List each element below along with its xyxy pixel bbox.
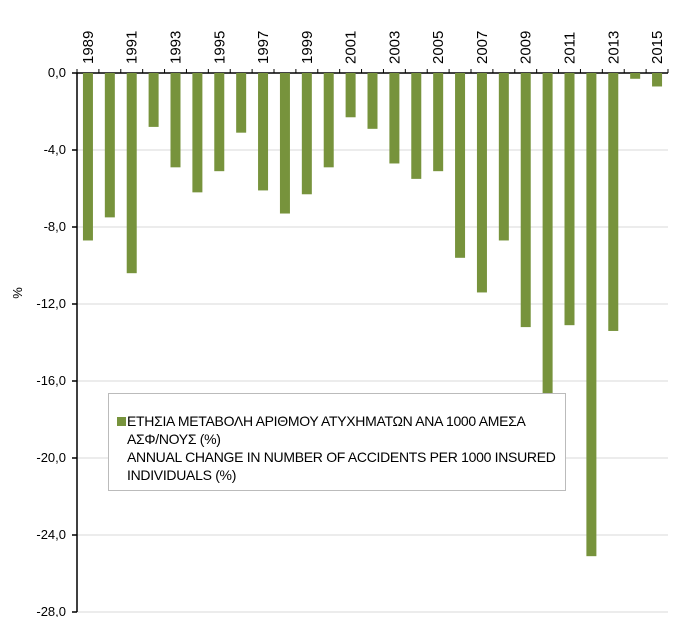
x-tick-label: 1989 xyxy=(80,31,97,64)
x-tick-label: 2001 xyxy=(343,31,360,64)
x-tick-label: 2003 xyxy=(386,31,403,64)
x-tick-label: 2015 xyxy=(649,31,666,64)
legend-label: ΕΤΗΣΙΑ ΜΕΤΑΒΟΛΗ ΑΡΙΘΜΟΥ ΑΤΥΧΗΜΑΤΩΝ ΑΝΑ 1… xyxy=(127,413,556,483)
bar xyxy=(608,73,619,331)
bar xyxy=(279,73,290,214)
bar xyxy=(104,73,115,218)
bar xyxy=(564,73,575,326)
y-tick-label: -4,0 xyxy=(44,142,66,157)
bar xyxy=(476,73,487,293)
bar xyxy=(520,73,531,328)
y-tick-label: -24,0 xyxy=(36,527,66,542)
y-tick-label: -8,0 xyxy=(44,219,66,234)
bar xyxy=(389,73,400,164)
x-tick-label: 1991 xyxy=(124,31,141,64)
x-tick-label: 1997 xyxy=(255,31,272,64)
bar xyxy=(542,73,553,397)
x-tick-label: 2011 xyxy=(562,32,579,64)
x-tick-label: 1995 xyxy=(211,31,228,64)
y-axis-label: % xyxy=(10,287,25,299)
y-tick-label: -28,0 xyxy=(36,604,66,617)
y-tick-label: -12,0 xyxy=(36,296,66,311)
bar xyxy=(586,73,597,557)
bar xyxy=(498,73,509,241)
x-tick-label: 1999 xyxy=(299,31,316,64)
x-tick-label: 2005 xyxy=(430,31,447,64)
y-tick-label: -16,0 xyxy=(36,373,66,388)
x-tick-label: 2007 xyxy=(474,31,491,64)
bar xyxy=(236,73,247,133)
bar xyxy=(323,73,334,168)
bar xyxy=(652,73,663,87)
bar xyxy=(258,73,269,191)
bar xyxy=(345,73,356,118)
bar xyxy=(170,73,181,168)
legend-swatch xyxy=(117,417,126,426)
bar xyxy=(192,73,203,193)
bar xyxy=(82,73,93,241)
x-tick-label: 2009 xyxy=(518,31,535,64)
x-tick-label: 1993 xyxy=(168,31,185,64)
bar xyxy=(214,73,225,172)
bar xyxy=(301,73,312,195)
y-tick-label: 0,0 xyxy=(48,65,66,80)
y-tick-label: -20,0 xyxy=(36,450,66,465)
bar xyxy=(411,73,422,179)
bar xyxy=(433,73,444,172)
bar xyxy=(455,73,466,258)
legend: ΕΤΗΣΙΑ ΜΕΤΑΒΟΛΗ ΑΡΙΘΜΟΥ ΑΤΥΧΗΜΑΤΩΝ ΑΝΑ 1… xyxy=(108,393,566,491)
bar xyxy=(148,73,159,127)
bar xyxy=(126,73,137,274)
x-tick-label: 2013 xyxy=(605,31,622,64)
bar xyxy=(630,73,641,79)
bar xyxy=(367,73,378,129)
